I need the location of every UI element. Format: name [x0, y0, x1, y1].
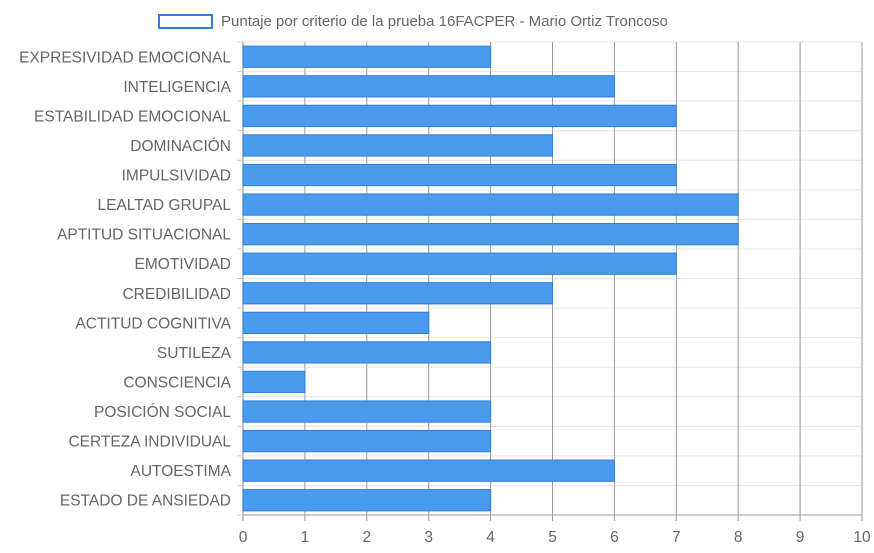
bar[interactable]	[242, 75, 615, 98]
x-tick-labels: 0 1 2 3 4 5 6 7 8 9 10	[239, 529, 871, 546]
bar[interactable]	[242, 459, 615, 482]
legend-label: Puntaje por criterio de la prueba 16FACP…	[221, 12, 668, 30]
category-label: POSICIÓN SOCIAL	[94, 404, 231, 421]
category-label: EMOTIVIDAD	[135, 256, 231, 273]
x-tick-label: 10	[853, 529, 871, 546]
category-label: ESTADO DE ANSIEDAD	[60, 493, 231, 510]
bar[interactable]	[242, 193, 739, 216]
x-tick-label: 0	[239, 529, 248, 546]
category-label: CERTEZA INDIVIDUAL	[68, 434, 231, 451]
bar[interactable]	[242, 429, 492, 453]
bar[interactable]	[242, 163, 677, 187]
category-label: DOMINACIÓN	[130, 138, 231, 155]
chart-legend[interactable]: Puntaje por criterio de la prueba 16FACP…	[158, 10, 668, 32]
bar[interactable]	[242, 104, 677, 128]
x-tick-label: 3	[424, 529, 433, 546]
category-label: EXPRESIVIDAD EMOCIONAL	[19, 49, 231, 66]
bar[interactable]	[242, 282, 553, 305]
category-label: ACTITUD COGNITIVA	[75, 315, 231, 332]
x-tick-label: 2	[362, 529, 371, 546]
category-label: CREDIBILIDAD	[122, 286, 231, 303]
bar[interactable]	[242, 311, 430, 334]
bar[interactable]	[242, 400, 492, 423]
category-label: LEALTAD GRUPAL	[97, 197, 231, 214]
x-tick-label: 4	[486, 529, 495, 546]
category-label: ESTABILIDAD EMOCIONAL	[34, 108, 231, 125]
bar[interactable]	[242, 370, 306, 394]
x-tick-label: 5	[548, 529, 557, 546]
category-label: APTITUD SITUACIONAL	[57, 227, 231, 244]
category-label: AUTOESTIMA	[131, 463, 232, 480]
category-labels: EXPRESIVIDAD EMOCIONAL INTELIGENCIA ESTABI…	[19, 49, 232, 509]
bar[interactable]	[242, 134, 553, 157]
category-label: SUTILEZA	[157, 345, 232, 362]
bars	[242, 45, 739, 512]
x-tick-label: 9	[796, 529, 805, 546]
x-tick-label: 1	[301, 529, 310, 546]
x-tick-label: 6	[610, 529, 619, 546]
bar[interactable]	[242, 341, 492, 364]
category-label: INTELIGENCIA	[123, 79, 231, 96]
bar[interactable]	[242, 45, 492, 68]
bar[interactable]	[242, 223, 739, 246]
x-tick-label: 8	[734, 529, 743, 546]
bar[interactable]	[242, 489, 492, 512]
legend-swatch	[158, 13, 213, 29]
category-label: IMPULSIVIDAD	[122, 168, 231, 185]
category-label: CONSCIENCIA	[123, 374, 231, 391]
x-tick-label: 7	[672, 529, 681, 546]
bar[interactable]	[242, 252, 677, 275]
